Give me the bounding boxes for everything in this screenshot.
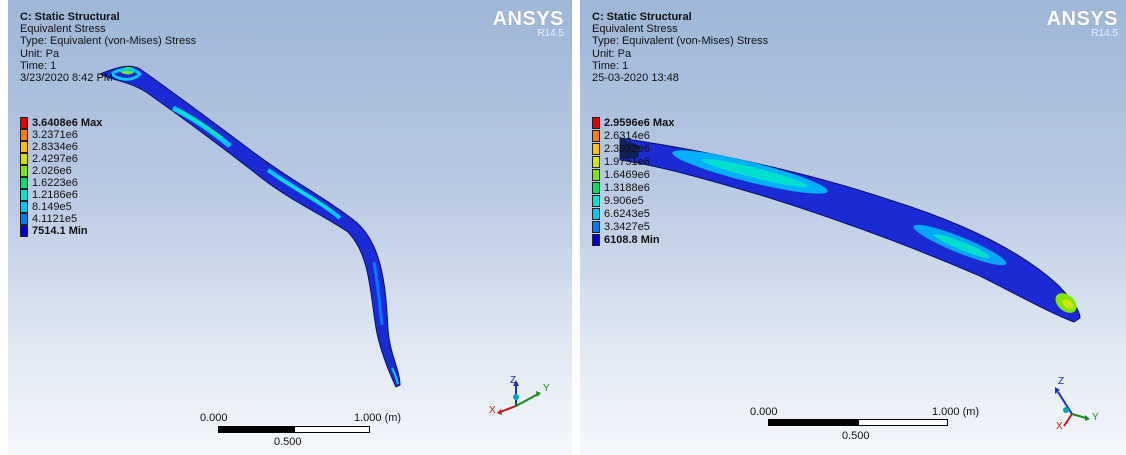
legend-swatch (592, 221, 600, 233)
legend-swatch (592, 208, 600, 220)
legend-value-max[interactable]: 3.6408e6 Max (32, 117, 103, 129)
legend-swatch (20, 141, 28, 153)
legend-value[interactable]: 8.149e5 (32, 201, 72, 213)
viewport-left[interactable]: C: Static Structural Equivalent Stress T… (8, 0, 572, 455)
scale-label-start: 0.000 (750, 406, 778, 418)
legend-value[interactable]: 3.3427e5 (604, 221, 650, 233)
legend-value[interactable]: 2.4297e6 (32, 153, 78, 165)
result-type: Type: Equivalent (von-Mises) Stress (592, 35, 769, 48)
axis-triad-right[interactable]: Z Y X (1042, 376, 1106, 432)
axis-x-label: X (1056, 421, 1063, 432)
legend-value[interactable]: 2.6314e6 (604, 130, 650, 142)
legend-value-max[interactable]: 2.9596e6 Max (604, 117, 675, 129)
analysis-title: C: Static Structural (592, 11, 692, 23)
legend-value[interactable]: 1.9751e6 (604, 156, 650, 168)
legend-swatch (592, 117, 600, 129)
result-date: 25-03-2020 13:48 (592, 72, 679, 85)
legend-value[interactable]: 2.026e6 (32, 165, 72, 177)
deformed-geometry-right (619, 137, 1081, 323)
legend-value-min[interactable]: 7514.1 Min (32, 225, 88, 237)
legend-swatch (20, 213, 28, 225)
legend-swatch (592, 156, 600, 168)
legend-value[interactable]: 2.8334e6 (32, 141, 78, 153)
ansys-logo: ANSYS R14.5 (1047, 8, 1118, 39)
legend-value-min[interactable]: 6108.8 Min (604, 234, 660, 246)
logo-text: ANSYS (492, 8, 564, 30)
scale-label-mid: 0.500 (842, 430, 870, 442)
release-text: R14.5 (1091, 28, 1118, 39)
scale-label-end: 1.000 (m) (932, 406, 980, 418)
legend-value[interactable]: 1.2186e6 (32, 189, 78, 201)
deformed-geometry-left (98, 65, 401, 388)
legend-swatch (20, 177, 28, 189)
scale-segment-light (294, 426, 370, 433)
legend-value[interactable]: 1.6469e6 (604, 169, 650, 181)
legend-swatch (592, 169, 600, 181)
axis-y-label: Y (1092, 412, 1099, 423)
axis-x-label: X (489, 405, 496, 416)
legend-swatch (20, 225, 28, 237)
result-name: Equivalent Stress (592, 23, 678, 36)
result-info-left: C: Static Structural Equivalent Stress T… (20, 11, 196, 84)
ansys-logo: ANSYS R14.5 (493, 8, 564, 39)
legend-swatch (20, 153, 28, 165)
scale-segment-dark (218, 426, 294, 433)
logo-text: ANSYS (1046, 8, 1118, 30)
legend-swatch (592, 234, 600, 246)
result-unit: Unit: Pa (20, 47, 60, 60)
legend-swatch (592, 182, 600, 194)
legend-swatch (592, 195, 600, 207)
result-time: Time: 1 (592, 59, 629, 72)
legend-swatch (592, 143, 600, 155)
viewport-right[interactable]: C: Static Structural Equivalent Stress T… (580, 0, 1126, 455)
scale-segment-light (858, 419, 948, 426)
release-text: R14.5 (537, 28, 564, 39)
axis-triad-left[interactable]: Z Y X (486, 372, 550, 426)
axis-z-label: Z (510, 375, 517, 386)
legend-swatch (592, 130, 600, 142)
legend-value[interactable]: 1.3188e6 (604, 182, 650, 194)
scale-label-start: 0.000 (200, 412, 228, 424)
legend-value[interactable]: 1.6223e6 (32, 177, 78, 189)
legend-swatch (20, 165, 28, 177)
legend-swatch (20, 117, 28, 129)
result-name: Equivalent Stress (20, 23, 106, 36)
result-info-right: C: Static Structural Equivalent Stress T… (592, 11, 768, 84)
triad-icon (1055, 387, 1090, 427)
triad-icon (497, 380, 541, 415)
legend-swatch (20, 189, 28, 201)
result-date: 3/23/2020 8:42 PM (20, 72, 113, 85)
legend-swatch (20, 201, 28, 213)
legend-value[interactable]: 2.3032e6 (604, 143, 650, 155)
axis-z-label: Z (1058, 376, 1065, 387)
legend-value[interactable]: 6.6243e5 (604, 208, 650, 220)
legend-value[interactable]: 9.906e5 (604, 195, 644, 207)
scale-label-mid: 0.500 (274, 436, 302, 448)
result-time: Time: 1 (20, 59, 57, 72)
legend-value[interactable]: 3.2371e6 (32, 129, 78, 141)
legend-swatch (20, 129, 28, 141)
scale-label-end: 1.000 (m) (354, 412, 402, 424)
result-type: Type: Equivalent (von-Mises) Stress (20, 35, 197, 48)
legend-value[interactable]: 4.1121e5 (32, 213, 78, 225)
analysis-title: C: Static Structural (20, 11, 120, 23)
axis-y-label: Y (543, 383, 550, 394)
scale-segment-dark (768, 419, 858, 426)
result-unit: Unit: Pa (592, 47, 632, 60)
